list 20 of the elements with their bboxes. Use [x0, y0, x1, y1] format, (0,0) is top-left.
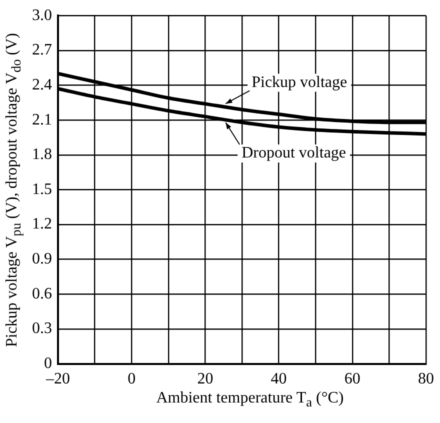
y-tick-label: 1.2 [32, 216, 52, 233]
y-tick-label: 2.7 [32, 42, 52, 59]
x-tick-label: 0 [128, 370, 136, 388]
y-tick-label: 0 [44, 355, 52, 372]
x-tick-label: –20 [45, 370, 70, 388]
y-tick-label: 1.8 [32, 146, 52, 164]
y-tick-label: 3.0 [32, 6, 52, 24]
x-tick-label: 40 [270, 370, 287, 388]
series-label: Pickup voltage [252, 74, 348, 91]
y-tick-label: 0.6 [32, 285, 52, 302]
x-tick-label: 60 [344, 370, 360, 388]
y-tick-label: 2.4 [32, 76, 52, 94]
y-tick-label: 0.3 [32, 320, 52, 338]
x-tick-label: 20 [197, 370, 214, 388]
y-tick-label: 2.1 [32, 111, 52, 128]
y-tick-label: 1.5 [32, 180, 52, 198]
x-axis-title: Ambient temperature T$_{a}$ (°C) [156, 389, 344, 411]
x-tick-label: 80 [418, 370, 434, 388]
legend-label: Dropout voltage [242, 144, 346, 162]
y-tick-label: 0.9 [32, 250, 52, 268]
